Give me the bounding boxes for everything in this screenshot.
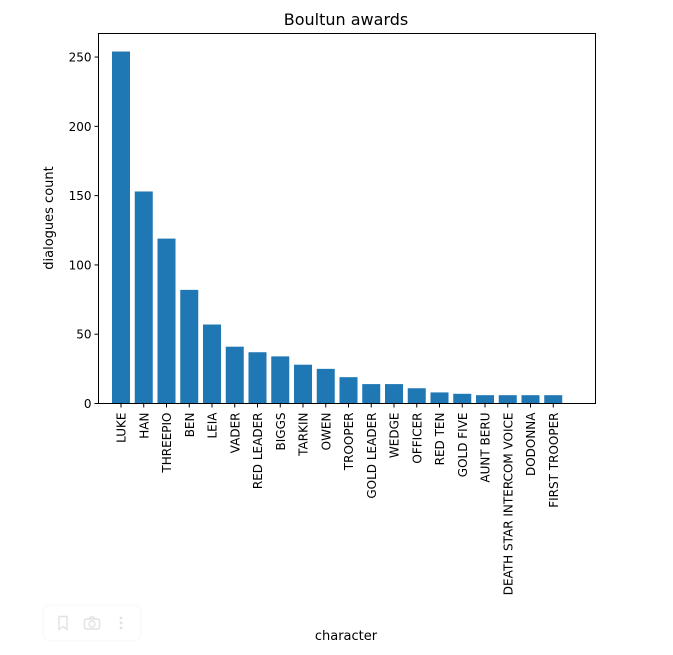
y-tick-label: 50 — [76, 328, 91, 342]
y-tick-label: 250 — [69, 51, 92, 65]
chart-title: Boultun awards — [284, 10, 408, 29]
x-tick-label: RED LEADER — [251, 413, 265, 490]
x-tick-label: BEN — [183, 413, 197, 438]
bar-death-star-intercom-voice — [498, 395, 517, 404]
y-tick-label: 200 — [69, 120, 92, 134]
bar-red-ten — [430, 392, 449, 404]
bar-han — [134, 191, 153, 404]
bar-tarkin — [294, 364, 312, 404]
bar-dodonna — [521, 395, 540, 404]
x-tick-label: GOLD FIVE — [456, 413, 470, 478]
x-axis: LUKE HAN THREEPIO BEN LEIA VADER RED LEADER BIG… — [115, 403, 561, 596]
x-tick-label: RED TEN — [433, 413, 447, 466]
bar-biggs — [271, 356, 290, 404]
x-tick-label: VADER — [228, 413, 242, 454]
y-tick-label: 0 — [84, 397, 92, 411]
bar-red-leader — [248, 352, 267, 404]
camera-icon[interactable] — [80, 611, 104, 635]
bar-vader — [225, 346, 244, 404]
more-vert-icon[interactable] — [109, 611, 133, 635]
bars-group — [112, 51, 563, 404]
y-tick-label: 100 — [69, 258, 92, 272]
bar-wedge — [385, 384, 403, 404]
x-tick-label: THREEPIO — [160, 413, 174, 474]
bar-luke — [112, 51, 130, 404]
y-axis: 0 50 100 150 200 250 — [69, 51, 99, 411]
bar-threepio — [157, 238, 176, 404]
x-tick-label: WEDGE — [388, 413, 402, 459]
x-axis-label: character — [315, 629, 378, 644]
x-tick-label: HAN — [137, 413, 151, 439]
bar-gold-five — [453, 393, 472, 404]
bar-gold-leader — [362, 384, 381, 404]
bar-first-trooper — [544, 395, 563, 404]
bar-leia — [203, 324, 221, 404]
x-tick-label: LEIA — [206, 412, 220, 439]
x-tick-label: FIRST TROOPER — [547, 413, 561, 508]
plot-frame — [98, 33, 596, 404]
x-tick-label: LUKE — [115, 413, 129, 443]
x-tick-label: TROOPER — [342, 413, 356, 472]
bar-ben — [180, 289, 199, 404]
bar-aunt-beru — [476, 395, 494, 404]
figure-toolbar — [44, 606, 140, 640]
x-tick-label: OWEN — [319, 413, 333, 451]
x-tick-label: GOLD LEADER — [365, 413, 379, 499]
x-tick-label: AUNT BERU — [479, 413, 493, 483]
y-axis-label: dialogues count — [42, 166, 57, 269]
x-tick-label: TARKIN — [297, 413, 311, 457]
x-tick-label: BIGGS — [274, 413, 288, 451]
x-tick-label: DODONNA — [524, 412, 538, 476]
x-tick-label: DEATH STAR INTERCOM VOICE — [501, 413, 515, 596]
bar-trooper — [339, 377, 358, 404]
y-tick-label: 150 — [69, 189, 92, 203]
bar-owen — [316, 368, 335, 404]
bookmark-icon[interactable] — [51, 611, 75, 635]
bar-officer — [407, 388, 426, 404]
x-tick-label: OFFICER — [410, 413, 424, 464]
